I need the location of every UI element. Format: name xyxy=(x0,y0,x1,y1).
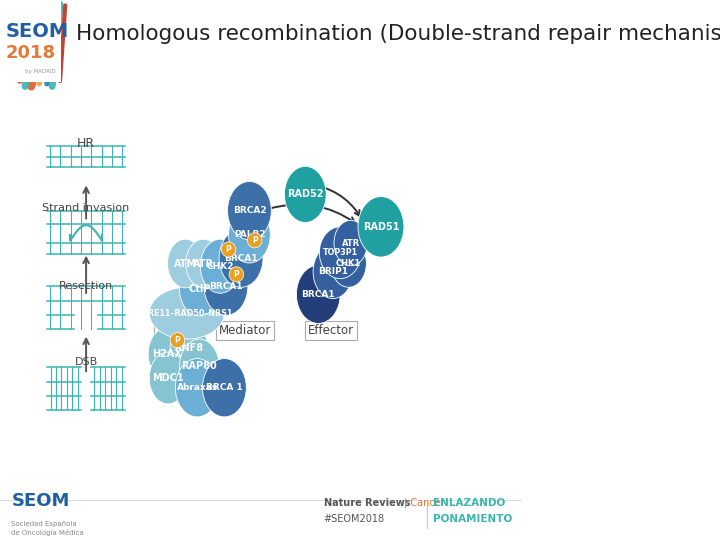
Text: Sociedad Española
de Oncología Médica: Sociedad Española de Oncología Médica xyxy=(12,521,84,536)
Text: Nature Reviews: Nature Reviews xyxy=(323,497,410,508)
Text: RAP80: RAP80 xyxy=(181,361,217,371)
Ellipse shape xyxy=(148,328,186,380)
Ellipse shape xyxy=(149,287,225,339)
Text: CtlP: CtlP xyxy=(188,284,210,294)
Ellipse shape xyxy=(179,339,219,393)
Text: HR: HR xyxy=(77,137,95,150)
Ellipse shape xyxy=(313,245,353,299)
Text: RAD52: RAD52 xyxy=(287,190,323,199)
Text: MRE11–RAD50–NBS1: MRE11–RAD50–NBS1 xyxy=(140,309,233,318)
Text: Abraxas: Abraxas xyxy=(176,383,218,392)
Text: BRIP1: BRIP1 xyxy=(318,267,348,276)
Ellipse shape xyxy=(320,227,361,279)
Text: ATM: ATM xyxy=(174,259,197,268)
Text: MDC1: MDC1 xyxy=(152,373,184,383)
Text: P: P xyxy=(233,270,239,279)
Ellipse shape xyxy=(179,262,219,316)
Text: ATR: ATR xyxy=(341,239,360,247)
Text: SEOM: SEOM xyxy=(5,22,68,40)
Text: BRCA1: BRCA1 xyxy=(209,282,243,291)
Ellipse shape xyxy=(170,322,207,374)
Text: Mediator: Mediator xyxy=(219,324,271,337)
FancyBboxPatch shape xyxy=(1,1,61,82)
Text: CHK2: CHK2 xyxy=(207,262,234,271)
Text: P: P xyxy=(252,236,258,245)
Text: H2AX: H2AX xyxy=(152,349,182,359)
Text: PONAMIENTO: PONAMIENTO xyxy=(433,514,513,524)
Ellipse shape xyxy=(200,239,240,293)
Text: Effector: Effector xyxy=(308,324,354,337)
Ellipse shape xyxy=(284,166,326,222)
Ellipse shape xyxy=(186,239,221,288)
Circle shape xyxy=(229,267,243,282)
Text: by MADRID: by MADRID xyxy=(25,69,55,74)
Ellipse shape xyxy=(219,229,263,287)
Text: BRCA1: BRCA1 xyxy=(224,254,258,262)
Text: #SEOM2018: #SEOM2018 xyxy=(323,514,384,524)
Text: PALB2: PALB2 xyxy=(233,231,265,239)
Ellipse shape xyxy=(297,265,341,323)
Ellipse shape xyxy=(228,181,271,240)
Ellipse shape xyxy=(202,359,246,417)
Ellipse shape xyxy=(331,240,366,287)
Text: SEOM: SEOM xyxy=(12,492,70,510)
Text: BRCA2: BRCA2 xyxy=(233,206,266,215)
Ellipse shape xyxy=(358,197,404,257)
Text: | Cancer: | Cancer xyxy=(405,497,445,508)
Ellipse shape xyxy=(334,220,367,266)
Ellipse shape xyxy=(204,257,248,315)
Text: RNF8: RNF8 xyxy=(174,343,204,353)
Text: TOP3P1: TOP3P1 xyxy=(323,248,358,257)
Text: BRCA 1: BRCA 1 xyxy=(206,383,243,392)
Circle shape xyxy=(248,233,262,248)
Circle shape xyxy=(221,242,236,257)
Ellipse shape xyxy=(168,239,203,288)
Text: P: P xyxy=(174,336,180,345)
Text: P: P xyxy=(225,245,231,254)
Ellipse shape xyxy=(228,207,270,263)
Text: ATR: ATR xyxy=(193,259,214,268)
Text: DSB: DSB xyxy=(74,357,98,367)
Text: Sensor: Sensor xyxy=(157,324,197,337)
Text: RAD51: RAD51 xyxy=(363,222,399,232)
Text: Homologous recombination (Double-strand repair mechanism): Homologous recombination (Double-strand … xyxy=(76,24,720,44)
Text: CHK1: CHK1 xyxy=(336,259,361,268)
Text: Strand invasion: Strand invasion xyxy=(42,203,130,213)
Ellipse shape xyxy=(176,359,219,417)
Text: 2018: 2018 xyxy=(5,44,55,62)
Text: BRCA1: BRCA1 xyxy=(302,290,335,299)
Text: ENLAZANDO: ENLAZANDO xyxy=(433,497,505,508)
Circle shape xyxy=(170,333,185,348)
Text: Resection: Resection xyxy=(59,281,113,291)
Ellipse shape xyxy=(149,352,186,404)
